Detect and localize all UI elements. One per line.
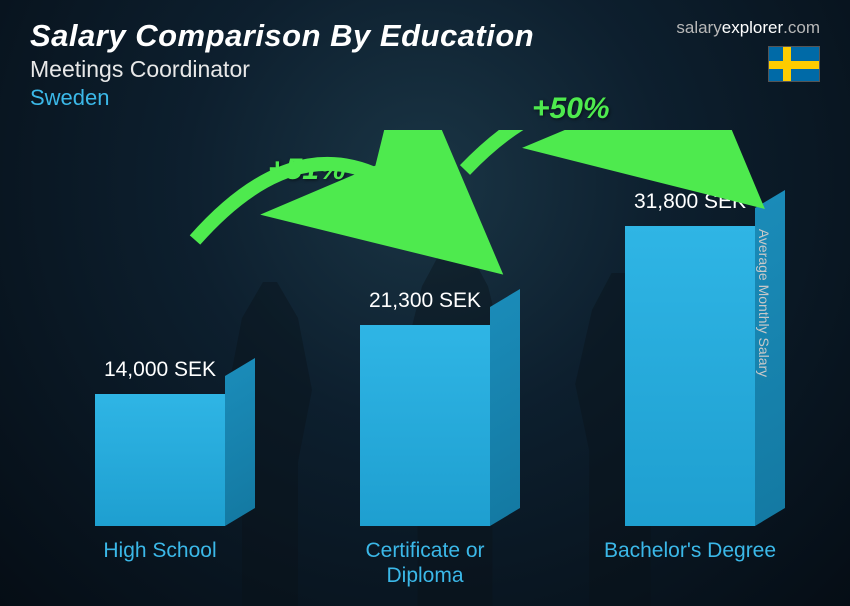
- subtitle: Meetings Coordinator: [30, 56, 534, 83]
- brand-name: explorer: [722, 18, 783, 37]
- y-axis-label: Average Monthly Salary: [756, 229, 772, 377]
- bar-category-label: Certificate or Diploma: [335, 538, 515, 588]
- bar: [625, 226, 755, 526]
- bar-value-label: 14,000 SEK: [104, 358, 216, 382]
- brand-prefix: salary: [676, 18, 721, 37]
- bar: [95, 394, 225, 526]
- brand: salaryexplorer.com: [676, 18, 820, 82]
- bar-front-face: [360, 325, 490, 526]
- bar-category-label: Bachelor's Degree: [600, 538, 780, 588]
- bar-labels: High School Certificate or Diploma Bachelo…: [70, 538, 780, 588]
- growth-label-2: +50%: [532, 92, 610, 126]
- bar-front-face: [95, 394, 225, 526]
- titles: Salary Comparison By Education Meetings …: [30, 18, 534, 111]
- bar-column: 31,800 SEK: [600, 190, 780, 526]
- brand-suffix: .com: [783, 18, 820, 37]
- sweden-flag-icon: [768, 46, 820, 82]
- bar-front-face: [625, 226, 755, 526]
- brand-text: salaryexplorer.com: [676, 18, 820, 38]
- bar-column: 21,300 SEK: [335, 289, 515, 526]
- bar-value-label: 21,300 SEK: [369, 289, 481, 313]
- header: Salary Comparison By Education Meetings …: [0, 0, 850, 111]
- bar-value-label: 31,800 SEK: [634, 190, 746, 214]
- content: Salary Comparison By Education Meetings …: [0, 0, 850, 606]
- main-title: Salary Comparison By Education: [30, 18, 534, 54]
- bar-chart: 14,000 SEK 21,300 SEK 31,800 SEK: [70, 150, 780, 526]
- bar-side-face: [490, 289, 520, 526]
- growth-label-1: +51%: [268, 153, 346, 187]
- bar-side-face: [225, 358, 255, 526]
- bar: [360, 325, 490, 526]
- bar-column: 14,000 SEK: [70, 358, 250, 526]
- bar-category-label: High School: [70, 538, 250, 588]
- country: Sweden: [30, 85, 534, 111]
